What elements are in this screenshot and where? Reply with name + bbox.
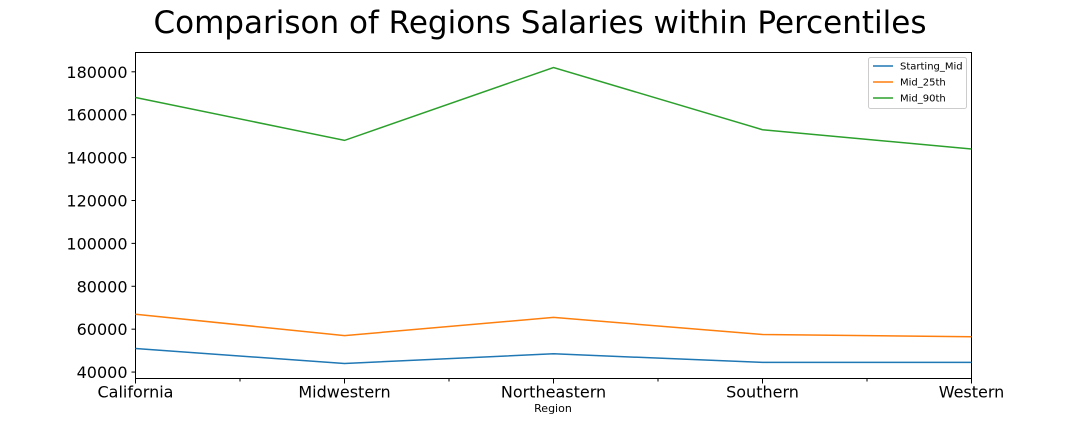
y-tick-label: 180000 [66, 63, 127, 82]
y-tick-label: 160000 [66, 106, 127, 125]
series-line-starting-mid [135, 347, 972, 365]
chart-title: Comparison of Regions Salaries within Pe… [153, 5, 926, 41]
y-tick-label: 100000 [66, 234, 127, 253]
y-tick-label: 80000 [77, 277, 128, 296]
x-tick-label: Southern [726, 383, 799, 402]
x-tick-label: California [98, 383, 174, 402]
y-tick-label: 40000 [77, 363, 128, 382]
legend-label: Starting_Mid [900, 62, 963, 73]
y-tick-label: 140000 [66, 149, 127, 168]
series-line-mid-25th [135, 313, 972, 338]
legend-box [868, 57, 967, 109]
x-axis-label: Region [534, 402, 572, 415]
x-tick-label: Western [939, 383, 1005, 402]
y-axis: 40000 60000 80000 100000 120000 140000 160000 1… [66, 63, 136, 382]
series-group [135, 66, 972, 365]
x-tick-label: Northeastern [501, 383, 606, 402]
series-line-mid-90th [135, 66, 972, 150]
y-tick-label: 120000 [66, 191, 127, 210]
legend-label: Mid_25th [900, 78, 946, 89]
legend: Starting_Mid Mid_25th Mid_90th [868, 57, 967, 109]
plot-frame [135, 52, 972, 379]
y-tick-label: 60000 [77, 320, 128, 339]
x-tick-label: Midwestern [298, 383, 390, 402]
x-axis: California Midwestern Northeastern Southern… [98, 378, 1005, 402]
legend-label: Mid_90th [900, 94, 946, 105]
